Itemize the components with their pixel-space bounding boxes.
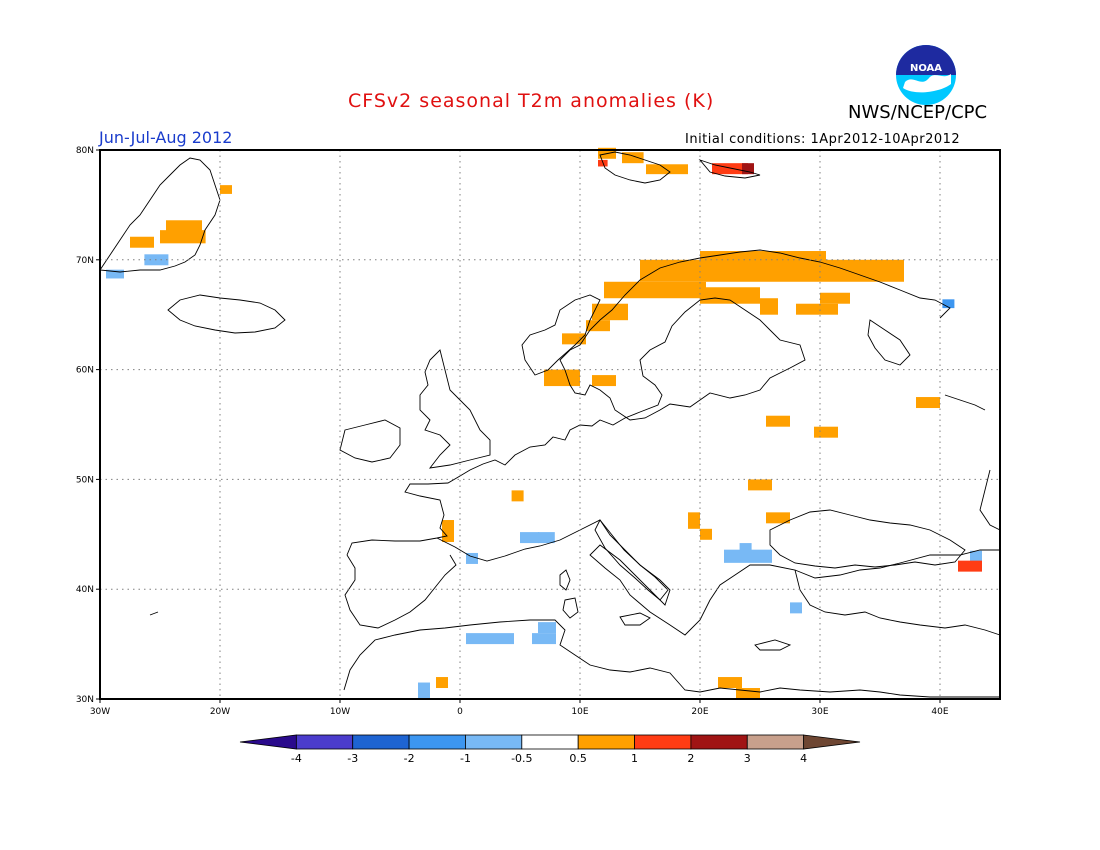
colorbar-tick-label: 2 [687, 752, 694, 765]
lat-tick-label: 60N [76, 366, 94, 376]
anomaly-cell [520, 532, 540, 544]
anomaly-cell [688, 512, 700, 529]
colorbar-tick-label: 1 [631, 752, 638, 765]
anomaly-cell [820, 292, 850, 304]
colorbar-swatch [352, 734, 410, 750]
colorbar-swatch [634, 734, 692, 750]
anomaly-cell [646, 164, 688, 175]
anomaly-cell [700, 287, 760, 304]
anomaly-cell [586, 320, 610, 332]
anomaly-cell [466, 633, 514, 645]
anomaly-cells [106, 147, 982, 699]
anomaly-cell [106, 269, 124, 279]
colorbar-tick-label: 4 [800, 752, 807, 765]
anomaly-cell [796, 303, 838, 315]
anomaly-cell [544, 369, 580, 387]
anomaly-cell [592, 375, 616, 387]
agency-label: NWS/NCEP/CPC [848, 102, 988, 123]
anomaly-cell [814, 426, 838, 438]
colorbar-tick-label: -1 [460, 752, 471, 765]
colorbar-arrow-low [239, 734, 297, 750]
colorbar-arrow-high [803, 734, 861, 750]
anomaly-cell [466, 552, 478, 564]
lon-tick-label: 30E [811, 707, 828, 717]
colorbar-tick-label: -4 [291, 752, 302, 765]
anomaly-cell [640, 259, 904, 282]
colorbar-tick-label: 0.5 [569, 752, 587, 765]
initial-conditions-label: Initial conditions: 1Apr2012-10Apr2012 [685, 132, 961, 147]
anomaly-cell [442, 520, 454, 542]
anomaly-cell [538, 532, 555, 544]
anomaly-cell [724, 549, 772, 563]
anomaly-cell [760, 298, 778, 315]
lat-tick-label: 30N [76, 695, 94, 705]
colorbar-swatch [577, 734, 635, 750]
colorbar-tick-label: -0.5 [511, 752, 532, 765]
anomaly-cell [958, 560, 982, 572]
season-label: Jun-Jul-Aug 2012 [99, 128, 233, 147]
anomaly-cell [436, 677, 448, 689]
anomaly-cell [166, 220, 202, 232]
colorbar-swatch [746, 734, 805, 750]
anomaly-cell [538, 622, 556, 634]
lon-tick-label: 30W [90, 707, 110, 717]
colorbar-swatch [465, 734, 523, 750]
anomaly-cell [742, 163, 754, 175]
colorbar-swatch [295, 734, 354, 750]
lon-tick-label: 0 [457, 707, 463, 717]
anomaly-cell [160, 230, 206, 244]
anomaly-cell [700, 528, 712, 540]
noaa-logo: NOAA [896, 45, 956, 105]
anomaly-cell [718, 677, 742, 689]
colorbar: -4 -3 -2 -1 -0.5 0.5 1 2 3 4 [239, 734, 861, 765]
anomaly-cell [739, 543, 752, 552]
anomaly-cell [766, 415, 790, 427]
graticule [100, 150, 1000, 699]
colorbar-swatch [690, 734, 748, 750]
map-frame [99, 149, 1001, 700]
anomaly-cell [712, 163, 748, 175]
anomaly-cell [532, 633, 556, 645]
lat-tick-label: 70N [76, 256, 94, 266]
anomaly-cell [622, 152, 644, 164]
lat-tick-label: 50N [76, 475, 94, 485]
anomaly-cell [942, 299, 955, 309]
colorbar-swatch [408, 734, 466, 750]
colorbar-tick-label: 3 [744, 752, 751, 765]
anomaly-cell [736, 688, 760, 699]
lon-tick-label: 20W [210, 707, 230, 717]
anomaly-cell [766, 512, 790, 524]
anomaly-cell [970, 550, 982, 562]
lon-tick-label: 10W [330, 707, 350, 717]
coastlines [99, 151, 1001, 698]
colorbar-tick-label: -2 [404, 752, 415, 765]
lon-tick-label: 10E [571, 707, 588, 717]
anomaly-cell [604, 281, 706, 299]
lat-tick-label: 40N [76, 585, 94, 595]
anomaly-cell [562, 333, 586, 345]
lon-tick-label: 40E [931, 707, 948, 717]
anomaly-cell [790, 602, 802, 614]
lat-tick-label: 80N [76, 146, 94, 156]
anomaly-cell [916, 397, 940, 409]
chart-title: CFSv2 seasonal T2m anomalies (K) [348, 90, 715, 112]
anomaly-cell [220, 185, 232, 194]
colorbar-tick-label: -3 [347, 752, 358, 765]
axis-ticks: 30W 20W 10W 0 10E 20E 30E 40E 30N 40N 50N 60N 70N 80N [76, 146, 949, 717]
logo-text: NOAA [910, 63, 942, 74]
anomaly-cell [511, 490, 524, 502]
anomaly-cell [748, 479, 772, 491]
anomaly-cell [130, 236, 154, 248]
colorbar-swatch [521, 734, 579, 750]
anomaly-cell [418, 682, 430, 699]
lon-tick-label: 20E [691, 707, 708, 717]
